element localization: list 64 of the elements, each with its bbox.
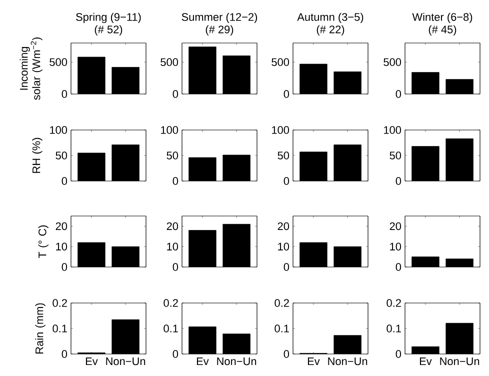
y-tick-label: 500: [384, 58, 402, 66]
y-tick-label: 0: [172, 90, 178, 98]
y-tick-label: 0: [62, 90, 68, 98]
y-tick-label: 0: [396, 90, 402, 98]
chart-title: Summer (12−2): [182, 12, 258, 24]
y-tick-label: 0: [172, 177, 178, 185]
y-tick-label: 20: [390, 222, 402, 230]
y-tick-label: 10: [56, 242, 68, 250]
y-tick-label: 10: [167, 242, 178, 250]
y-tick-label: 100: [161, 126, 178, 134]
y-tick-label: 0: [62, 177, 68, 185]
y-tick-label: 0.1: [164, 324, 178, 332]
x-tick-label: Non−Un: [440, 358, 480, 366]
y-tick-label: 500: [160, 58, 178, 66]
y-tick-label: 100: [272, 126, 290, 134]
y-tick-label: 0.2: [386, 299, 401, 307]
y-axis-title: Rain (mm): [35, 303, 46, 354]
y-axis-title: T (° C): [38, 225, 48, 258]
y-tick-label: 50: [56, 152, 68, 160]
y-tick-label: 0: [396, 177, 402, 185]
chart-subtitle: (# 45): [428, 25, 456, 36]
y-tick-label: 0.2: [52, 299, 67, 307]
y-tick-label: 10: [278, 242, 290, 250]
y-tick-label: 0: [172, 350, 178, 358]
y-tick-label: 0: [284, 90, 290, 98]
y-tick-label: 0: [396, 263, 402, 271]
y-tick-label: 100: [384, 126, 402, 134]
y-tick-label: 20: [166, 222, 178, 230]
chart-title: Spring (9−11): [76, 12, 141, 24]
y-tick-label: 0: [62, 350, 68, 358]
y-tick-label: 10: [390, 242, 402, 250]
y-tick-label: 0: [284, 350, 290, 358]
x-tick-label: Non−Un: [328, 358, 368, 366]
x-tick-label: Ev: [420, 358, 432, 366]
y-tick-label: 500: [50, 58, 68, 66]
y-tick-label: 0: [396, 350, 402, 358]
chart-subtitle: (# 29): [206, 25, 234, 36]
y-tick-label: 0.1: [386, 324, 401, 332]
x-tick-label: Ev: [196, 358, 209, 366]
y-tick-label: 50: [278, 152, 290, 160]
y-tick-label: 0.1: [52, 324, 67, 332]
x-tick-label: Ev: [86, 358, 98, 366]
chart-title: Winter (6−8): [412, 12, 472, 24]
y-tick-label: 0: [284, 263, 290, 271]
x-tick-label: Non−Un: [106, 358, 146, 366]
chart-title: Autumn (3−5): [297, 12, 364, 24]
y-tick-label: 20: [278, 222, 290, 230]
y-tick-label: 50: [390, 152, 402, 160]
y-axis-title: RH (%): [32, 138, 42, 173]
y-axis-title: Incoming solar (Wm$^{−2}$): [20, 37, 42, 100]
y-tick-label: 0: [62, 263, 68, 271]
x-tick-label: Ev: [308, 358, 320, 366]
y-tick-label: 20: [56, 222, 68, 230]
chart-subtitle: (# 52): [94, 25, 122, 36]
y-tick-label: 0.2: [274, 299, 289, 307]
y-tick-label: 0.2: [164, 299, 178, 307]
y-tick-label: 50: [166, 152, 178, 160]
y-tick-label: 0: [284, 177, 290, 185]
y-tick-label: 0: [172, 263, 178, 271]
y-tick-label: 100: [50, 126, 68, 134]
chart-subtitle: (# 22): [316, 25, 344, 36]
y-tick-label: 0.1: [274, 324, 289, 332]
x-tick-label: Non−Un: [217, 358, 256, 366]
y-tick-label: 500: [272, 58, 290, 66]
